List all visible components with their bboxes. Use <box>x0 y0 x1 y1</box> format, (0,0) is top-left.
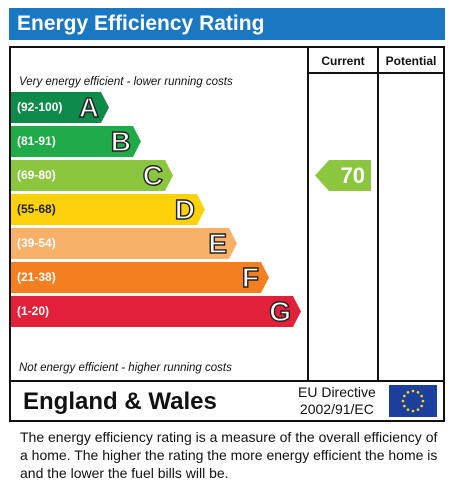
band-g: (1-20) G <box>11 296 301 327</box>
current-rating-arrow: 70 <box>315 160 371 191</box>
flag-star <box>406 408 410 411</box>
band-letter: A <box>78 92 99 123</box>
band-c: (69-80) C <box>11 160 173 191</box>
directive-line-1: EU Directive <box>298 384 376 400</box>
footer: England & Wales EU Directive 2002/91/EC <box>9 382 445 422</box>
flag-star <box>421 399 425 403</box>
flag-star <box>403 394 406 398</box>
potential-column-header: Potential <box>385 54 437 68</box>
potential-column-divider <box>377 48 379 380</box>
caption-bottom: Not energy efficient - higher running co… <box>19 362 232 374</box>
flag-star <box>403 404 406 408</box>
rating-panel: Current Potential Very energy efficient … <box>9 46 445 382</box>
current-rating-value: 70 <box>340 163 365 188</box>
band-letter: C <box>142 160 163 191</box>
flag-star <box>401 399 405 403</box>
band-range: (39-54) <box>17 236 56 250</box>
description-text: The energy efficiency rating is a measur… <box>20 429 438 481</box>
directive-line-2: 2002/91/EC <box>299 401 374 417</box>
column-header-line <box>309 72 443 74</box>
band-range: (92-100) <box>17 100 63 114</box>
flag-star <box>420 394 423 398</box>
band-d: (55-68) D <box>11 194 205 225</box>
region-label: England & Wales <box>23 388 217 415</box>
band-a: (92-100) A <box>11 92 109 123</box>
current-column-divider <box>307 48 309 380</box>
flag-star <box>416 408 420 411</box>
band-letter: D <box>174 194 195 225</box>
eu-flag-icon <box>389 385 437 417</box>
band-b: (81-91) B <box>11 126 141 157</box>
band-letter: F <box>241 262 259 293</box>
chart-title: Energy Efficiency Rating <box>9 8 445 40</box>
flag-star <box>420 404 423 408</box>
flag-star <box>406 391 410 394</box>
flag-star <box>416 391 420 394</box>
current-column-header: Current <box>321 54 365 68</box>
band-range: (69-80) <box>17 168 56 182</box>
eu-directive: EU Directive 2002/91/EC <box>298 384 376 418</box>
band-range: (21-38) <box>17 270 56 284</box>
band-f: (21-38) F <box>11 262 269 293</box>
band-letter: E <box>208 228 227 259</box>
flag-star <box>411 389 415 393</box>
band-range: (55-68) <box>17 202 56 216</box>
caption-top: Very energy efficient - lower running co… <box>19 76 233 88</box>
band-range: (81-91) <box>17 134 56 148</box>
band-letter: B <box>110 126 131 157</box>
band-e: (39-54) E <box>11 228 237 259</box>
band-letter: G <box>269 296 291 327</box>
flag-star <box>411 409 415 413</box>
band-range: (1-20) <box>17 304 50 318</box>
